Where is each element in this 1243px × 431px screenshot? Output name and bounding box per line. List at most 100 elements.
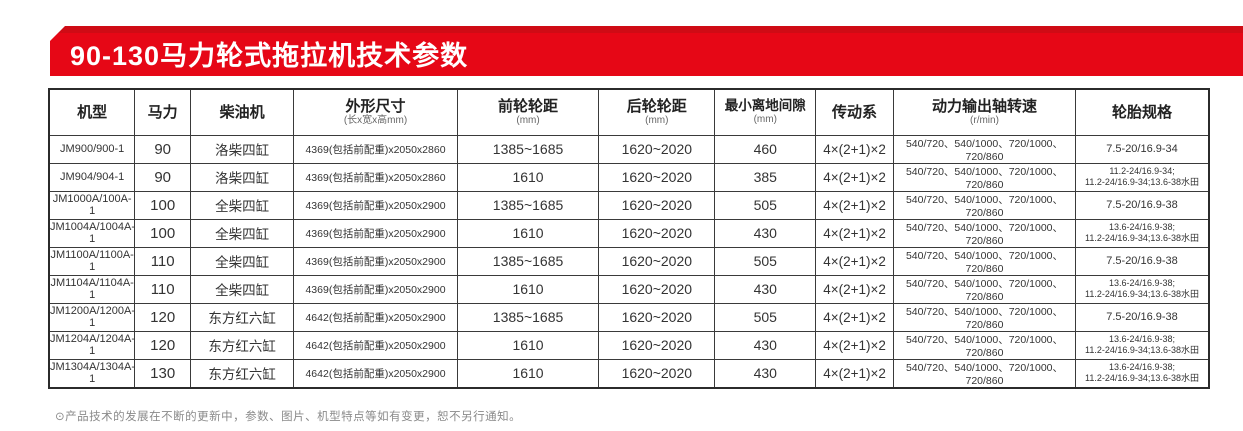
table-row: JM904/904-1 90 洛柴四缸 4369(包括前配重)x2050x2860 16… (48, 162, 1210, 192)
cell-horsepower: 110 (134, 274, 191, 304)
cell-model: JM1304A/1304A-1 (48, 358, 136, 388)
cell-rear-track: 1620~2020 (598, 162, 716, 192)
cell-front-track: 1385~1685 (456, 302, 600, 332)
cell-horsepower: 90 (134, 134, 191, 164)
cell-dimensions: 4369(包括前配重)x2050x2860 (293, 134, 458, 164)
column-header-pto-speed: 动力输出轴转速 (r/min) (892, 88, 1077, 136)
page-title: 90-130马力轮式拖拉机技术参数 (70, 40, 469, 71)
cell-front-track: 1610 (456, 218, 600, 248)
cell-pto-speed: 540/720、540/1000、720/1000、720/860 (892, 162, 1077, 192)
cell-pto-speed: 540/720、540/1000、720/1000、720/860 (892, 358, 1077, 388)
table-row: JM900/900-1 90 洛柴四缸 4369(包括前配重)x2050x2860 13… (48, 134, 1210, 164)
column-header-front-track: 前轮轮距 (mm) (456, 88, 600, 136)
table-row: JM1204A/1204A-1 120 东方红六缸 4642(包括前配重)x2050x… (48, 330, 1210, 360)
cell-engine: 洛柴四缸 (189, 134, 295, 164)
column-label: 最小离地间隙 (724, 98, 806, 114)
cell-model: JM904/904-1 (48, 162, 136, 192)
cell-transmission: 4×(2+1)×2 (815, 246, 894, 276)
cell-ground-clearance: 430 (714, 330, 817, 360)
cell-pto-speed: 540/720、540/1000、720/1000、720/860 (892, 218, 1077, 248)
column-unit: (mm) (516, 114, 540, 126)
cell-model: JM900/900-1 (48, 134, 136, 164)
cell-front-track: 1385~1685 (456, 134, 600, 164)
column-label: 轮胎规格 (1112, 103, 1173, 121)
cell-rear-track: 1620~2020 (598, 274, 716, 304)
cell-tire-spec: 13.6-24/16.9-38; 11.2-24/16.9-34;13.6-38… (1075, 274, 1210, 304)
cell-rear-track: 1620~2020 (598, 190, 716, 220)
cell-model: JM1100A/1100A-1 (48, 246, 136, 276)
cell-model: JM1000A/100A-1 (48, 190, 136, 220)
cell-dimensions: 4642(包括前配重)x2050x2900 (293, 358, 458, 388)
column-unit: (r/min) (970, 114, 999, 126)
cell-horsepower: 100 (134, 218, 191, 248)
cell-tire-spec: 13.6-24/16.9-38; 11.2-24/16.9-34;13.6-38… (1075, 330, 1210, 360)
cell-ground-clearance: 430 (714, 218, 817, 248)
table-row: JM1304A/1304A-1 130 东方红六缸 4642(包括前配重)x2050x… (48, 358, 1210, 388)
cell-tire-spec: 7.5-20/16.9-34 (1075, 134, 1210, 164)
cell-dimensions: 4369(包括前配重)x2050x2900 (293, 274, 458, 304)
cell-horsepower: 90 (134, 162, 191, 192)
column-label: 机型 (77, 103, 108, 121)
cell-pto-speed: 540/720、540/1000、720/1000、720/860 (892, 134, 1077, 164)
column-header-model: 机型 (48, 88, 136, 136)
cell-tire-spec: 13.6-24/16.9-38; 11.2-24/16.9-34;13.6-38… (1075, 218, 1210, 248)
column-unit: (长x宽x高mm) (343, 114, 408, 126)
column-label: 外形尺寸 (345, 97, 406, 115)
cell-horsepower: 100 (134, 190, 191, 220)
cell-rear-track: 1620~2020 (598, 302, 716, 332)
title-banner: 90-130马力轮式拖拉机技术参数 (50, 26, 1243, 76)
cell-rear-track: 1620~2020 (598, 358, 716, 388)
cell-front-track: 1610 (456, 330, 600, 360)
table-row: JM1100A/1100A-1 110 全柴四缸 4369(包括前配重)x2050x2… (48, 246, 1210, 276)
cell-rear-track: 1620~2020 (598, 134, 716, 164)
cell-model: JM1104A/1104A-1 (48, 274, 136, 304)
cell-ground-clearance: 505 (714, 190, 817, 220)
cell-ground-clearance: 505 (714, 246, 817, 276)
cell-engine: 东方红六缸 (189, 330, 295, 360)
column-label: 前轮轮距 (498, 97, 559, 115)
cell-engine: 全柴四缸 (189, 218, 295, 248)
cell-ground-clearance: 430 (714, 274, 817, 304)
cell-ground-clearance: 430 (714, 358, 817, 388)
column-header-tire-spec: 轮胎规格 (1075, 88, 1210, 136)
column-header-rear-track: 后轮轮距 (mm) (598, 88, 716, 136)
cell-front-track: 1610 (456, 358, 600, 388)
column-header-dimensions: 外形尺寸 (长x宽x高mm) (293, 88, 458, 136)
cell-model: JM1200A/1200A-1 (48, 302, 136, 332)
column-label: 后轮轮距 (626, 97, 687, 115)
cell-engine: 洛柴四缸 (189, 162, 295, 192)
cell-dimensions: 4369(包括前配重)x2050x2900 (293, 246, 458, 276)
cell-model: JM1204A/1204A-1 (48, 330, 136, 360)
column-label: 马力 (147, 103, 178, 121)
cell-ground-clearance: 460 (714, 134, 817, 164)
column-header-ground-clearance: 最小离地间隙 (mm) (714, 88, 817, 136)
cell-ground-clearance: 385 (714, 162, 817, 192)
cell-rear-track: 1620~2020 (598, 330, 716, 360)
cell-front-track: 1610 (456, 162, 600, 192)
cell-transmission: 4×(2+1)×2 (815, 330, 894, 360)
cell-dimensions: 4369(包括前配重)x2050x2900 (293, 190, 458, 220)
table-row: JM1000A/100A-1 100 全柴四缸 4369(包括前配重)x2050x29… (48, 190, 1210, 220)
cell-tire-spec: 13.6-24/16.9-38; 11.2-24/16.9-34;13.6-38… (1075, 358, 1210, 388)
column-label: 柴油机 (219, 103, 265, 121)
cell-engine: 全柴四缸 (189, 246, 295, 276)
cell-dimensions: 4642(包括前配重)x2050x2900 (293, 302, 458, 332)
cell-engine: 全柴四缸 (189, 190, 295, 220)
column-unit: (mm) (753, 114, 777, 125)
cell-transmission: 4×(2+1)×2 (815, 190, 894, 220)
cell-dimensions: 4369(包括前配重)x2050x2860 (293, 162, 458, 192)
cell-transmission: 4×(2+1)×2 (815, 302, 894, 332)
cell-horsepower: 120 (134, 330, 191, 360)
column-header-transmission: 传动系 (815, 88, 894, 136)
column-unit: (mm) (645, 114, 669, 126)
cell-pto-speed: 540/720、540/1000、720/1000、720/860 (892, 302, 1077, 332)
cell-pto-speed: 540/720、540/1000、720/1000、720/860 (892, 246, 1077, 276)
cell-ground-clearance: 505 (714, 302, 817, 332)
cell-transmission: 4×(2+1)×2 (815, 218, 894, 248)
cell-front-track: 1385~1685 (456, 190, 600, 220)
cell-engine: 全柴四缸 (189, 274, 295, 304)
cell-dimensions: 4369(包括前配重)x2050x2900 (293, 218, 458, 248)
cell-tire-spec: 7.5-20/16.9-38 (1075, 246, 1210, 276)
table-row: JM1104A/1104A-1 110 全柴四缸 4369(包括前配重)x2050x2… (48, 274, 1210, 304)
